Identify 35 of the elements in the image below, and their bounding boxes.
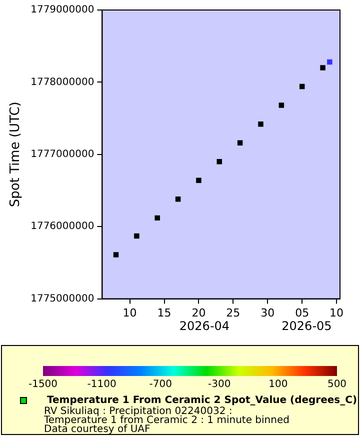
- color-bar-label: -700: [148, 379, 173, 390]
- point: [216, 159, 222, 164]
- point: [320, 65, 326, 70]
- y-tick-label: 1776000000: [30, 221, 94, 232]
- point: [299, 84, 305, 90]
- y-axis-title: Spot Time (UTC): [8, 102, 24, 208]
- point: [196, 178, 202, 184]
- color-bar-label: -1100: [86, 379, 118, 390]
- x-tick-label: 20: [192, 306, 206, 320]
- point: [113, 252, 119, 258]
- text: Temperature 1 From Ceramic 2 Spot_Value (degrees_C): [47, 395, 358, 406]
- text: Data courtesy of UAF: [44, 424, 152, 435]
- color-bar-label: 500: [326, 379, 348, 390]
- point: [134, 233, 140, 239]
- color-bar-label: 100: [268, 379, 289, 390]
- text: 2026-04: [179, 318, 230, 333]
- x-tick-label: 05: [295, 306, 310, 320]
- x-tick-label: 10: [330, 306, 344, 320]
- point: [258, 121, 264, 127]
- color-bar-label: -300: [207, 379, 232, 390]
- x-tick-label: 25: [226, 306, 240, 320]
- x-tick-label: 10: [122, 306, 137, 320]
- point: [278, 102, 284, 108]
- y-tick-label: 1775000000: [30, 293, 94, 304]
- text: 2026-05: [282, 318, 332, 333]
- point: [237, 140, 243, 146]
- x-tick-label: 30: [260, 306, 275, 320]
- x-tick-label: 15: [157, 306, 172, 320]
- y-tick-label: 1777000000: [30, 148, 94, 160]
- y-tick-label: 1778000000: [30, 76, 94, 88]
- point: [154, 215, 160, 221]
- color-bar-label: -1500: [27, 379, 59, 390]
- point: [327, 59, 332, 65]
- y-tick-label: 1779000000: [30, 4, 94, 16]
- point: [175, 196, 181, 202]
